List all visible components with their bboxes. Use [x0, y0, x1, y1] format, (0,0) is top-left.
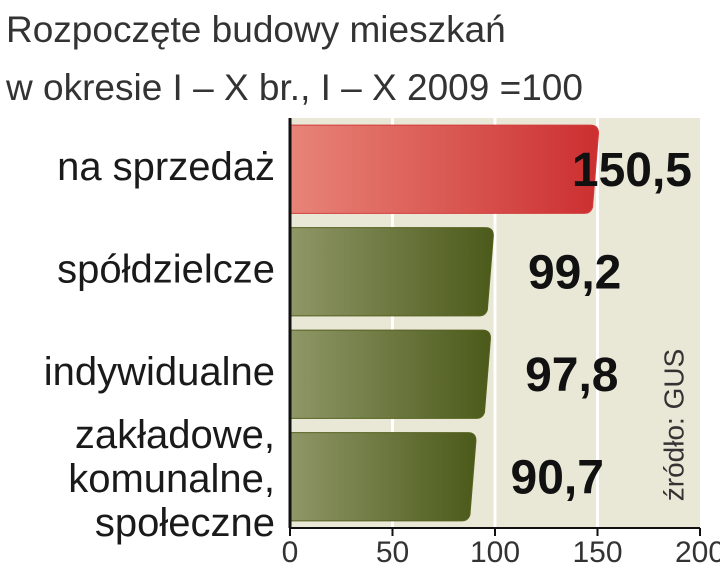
category-label: indywidualne: [44, 350, 275, 394]
source-note: źródło: GUS: [658, 349, 689, 502]
category-label: spółdzielcze: [57, 247, 275, 291]
chart-title: Rozpoczęte budowy mieszkań: [6, 9, 506, 50]
x-tick-label: 200: [675, 536, 720, 569]
x-tick-label: 0: [282, 536, 299, 569]
bar: [289, 227, 494, 317]
value-label: 99,2: [528, 246, 621, 299]
category-label: zakładowe, komunalne, społeczne: [68, 412, 275, 544]
value-label: 97,8: [525, 349, 618, 402]
category-label: na sprzedaż: [57, 145, 275, 189]
value-label: 90,7: [511, 451, 604, 504]
x-tick-label: 50: [376, 536, 409, 569]
x-tick-label: 100: [470, 536, 520, 569]
bar: [289, 432, 477, 522]
value-label: 150,5: [572, 144, 692, 197]
bar: [289, 329, 491, 419]
x-tick-label: 150: [572, 536, 622, 569]
bar: [289, 124, 600, 214]
chart-subtitle: w okresie I – X br., I – X 2009 =100: [5, 67, 583, 108]
